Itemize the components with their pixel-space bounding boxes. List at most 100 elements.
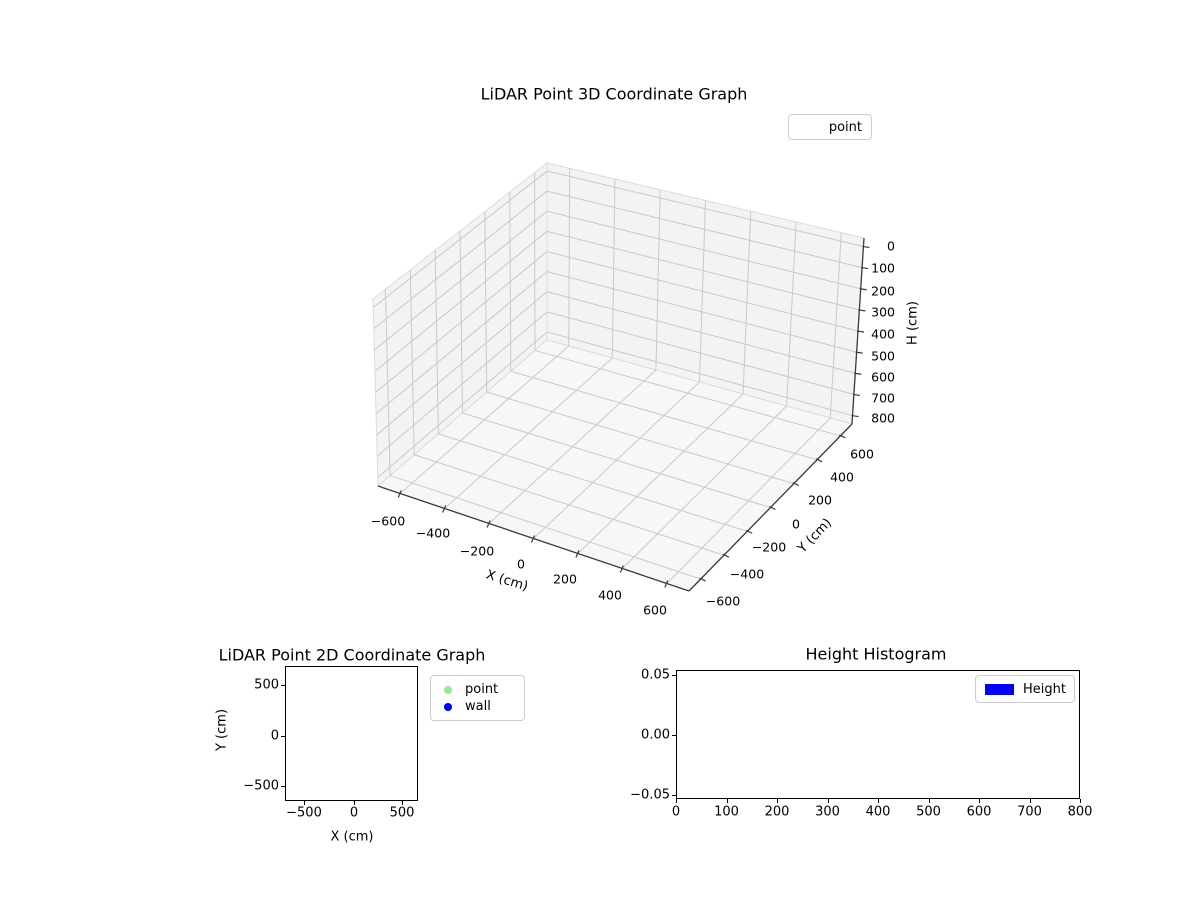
plot3d-xtick-label: −600 [371, 514, 405, 529]
histogram-ytick-mark [672, 735, 676, 736]
plot3d-zaxis-label: H (cm) [906, 301, 921, 345]
gridline-y [509, 192, 512, 372]
plot2d-title: LiDAR Point 2D Coordinate Graph [218, 645, 486, 665]
plot3d-ytick-label: 0 [792, 517, 800, 532]
plot2d-xtick-mark [304, 801, 305, 805]
histogram-xtick-label: 600 [966, 804, 992, 820]
plot3d-ytick-label: −400 [730, 567, 764, 582]
histogram-xtick-mark [979, 799, 980, 803]
histogram-legend: Height [975, 675, 1075, 703]
plot3d-ztick-label: 800 [871, 411, 895, 426]
plot2d-ytick-mark [281, 786, 285, 787]
histogram-title: Height Histogram [805, 644, 947, 664]
plot2d-ytick-label: −500 [243, 778, 279, 794]
ztick-mark [856, 330, 865, 333]
wall-marker-icon [444, 702, 452, 711]
xtick-mark [664, 580, 669, 588]
height-bar-swatch-icon [985, 683, 1014, 695]
plot2d-xtick-label: −500 [286, 805, 322, 821]
plot2d-xaxis-label: X (cm) [330, 829, 374, 845]
ztick-mark [851, 414, 859, 418]
histogram-xtick-mark [878, 799, 879, 803]
gridline-y [534, 349, 841, 437]
plot2d-ytick-mark [281, 685, 285, 686]
gridline-y [486, 391, 794, 485]
plot3d-ztick-label: 600 [871, 370, 895, 385]
legend-item-point: point [444, 681, 524, 698]
xtick-mark [530, 535, 536, 543]
gridline-x [611, 179, 616, 359]
plot3d-xtick-label: 200 [553, 572, 577, 587]
histogram-xtick-label: 700 [1017, 804, 1042, 820]
plot2d-xtick-label: 0 [349, 805, 359, 821]
gridline-y [438, 433, 748, 532]
gridline-y [462, 412, 771, 508]
histogram-xtick-mark [676, 799, 677, 803]
plot2d-legend-label-wall: wall [465, 699, 491, 714]
plot3d-ytick-label: −200 [752, 540, 786, 555]
plot3d-xtick-label: −400 [416, 526, 450, 541]
histogram-xtick-mark [827, 799, 829, 803]
legend-handle-empty [803, 122, 829, 132]
plot3d-ztick-label: 100 [871, 261, 895, 276]
plot2d-ytick-label: 500 [254, 677, 279, 693]
histogram-xtick-label: 800 [1067, 804, 1093, 820]
plot3d-ytick-label: 600 [850, 447, 874, 462]
histogram-xtick-mark [1080, 799, 1081, 803]
plot3d-legend: point [788, 114, 872, 140]
ztick-mark [858, 309, 866, 312]
gridline-y [409, 269, 415, 455]
plot3d-ztick-label: 300 [871, 305, 895, 320]
plot3d-ztick-label: 400 [871, 327, 895, 342]
ytick-mark [815, 458, 823, 463]
ytick-mark [722, 553, 730, 558]
histogram-xtick-label: 0 [671, 804, 681, 820]
plot2d-xtick-label: 500 [389, 805, 415, 821]
gridline-x [568, 168, 571, 347]
plot3d-ytick-label: −600 [706, 594, 740, 609]
plot3d-xtick-label: 600 [643, 603, 667, 618]
ytick-mark [792, 482, 800, 487]
plot2d-xtick-mark [354, 801, 355, 805]
ytick-mark [745, 529, 753, 534]
plot3d-xtick-label: 400 [598, 588, 622, 603]
plot3d-ytick-label: 200 [808, 493, 832, 508]
histogram-ytick-label: −0.05 [630, 787, 670, 803]
histogram-ytick-mark [672, 795, 676, 796]
plot3d-ztick-label: 200 [871, 284, 895, 299]
gridline-x [786, 221, 797, 407]
ztick-mark [862, 245, 870, 249]
plot3d-xtick-label: −200 [460, 544, 494, 559]
ztick-mark [859, 288, 867, 291]
ztick-mark [861, 266, 869, 270]
plot3d-ytick-label: 400 [830, 470, 854, 485]
plot3d-xaxis-label: X (cm) [484, 568, 530, 595]
xtick-mark [442, 505, 447, 513]
plot2d-ytick-mark [281, 735, 285, 737]
plot2d-ytick-label: 0 [270, 728, 279, 743]
ytick-mark [839, 434, 846, 439]
histogram-xtick-mark [928, 799, 930, 803]
gridline-y [384, 289, 391, 476]
point-marker-icon [444, 685, 452, 694]
histogram-xtick-label: 100 [714, 804, 739, 820]
gridline-x [742, 211, 752, 395]
plot2d-xtick-mark [402, 801, 403, 805]
plot3d-title: LiDAR Point 3D Coordinate Graph [480, 84, 748, 104]
gridline-y [459, 230, 463, 414]
histogram-ytick-mark [672, 675, 676, 676]
histogram-xtick-mark [777, 799, 778, 803]
gridline-y [510, 370, 818, 461]
ztick-mark [852, 393, 860, 397]
plot2d-plot-area [285, 666, 418, 801]
histogram-xtick-label: 300 [815, 804, 840, 820]
ytick-mark [699, 577, 706, 582]
legend-item-wall: wall [444, 698, 524, 715]
histogram-xtick-label: 400 [865, 804, 891, 820]
plot3d-ztick-label: 0 [887, 239, 895, 254]
plot2d-legend: point wall [430, 675, 525, 721]
xtick-mark [397, 490, 402, 498]
gridline-y [389, 475, 701, 580]
